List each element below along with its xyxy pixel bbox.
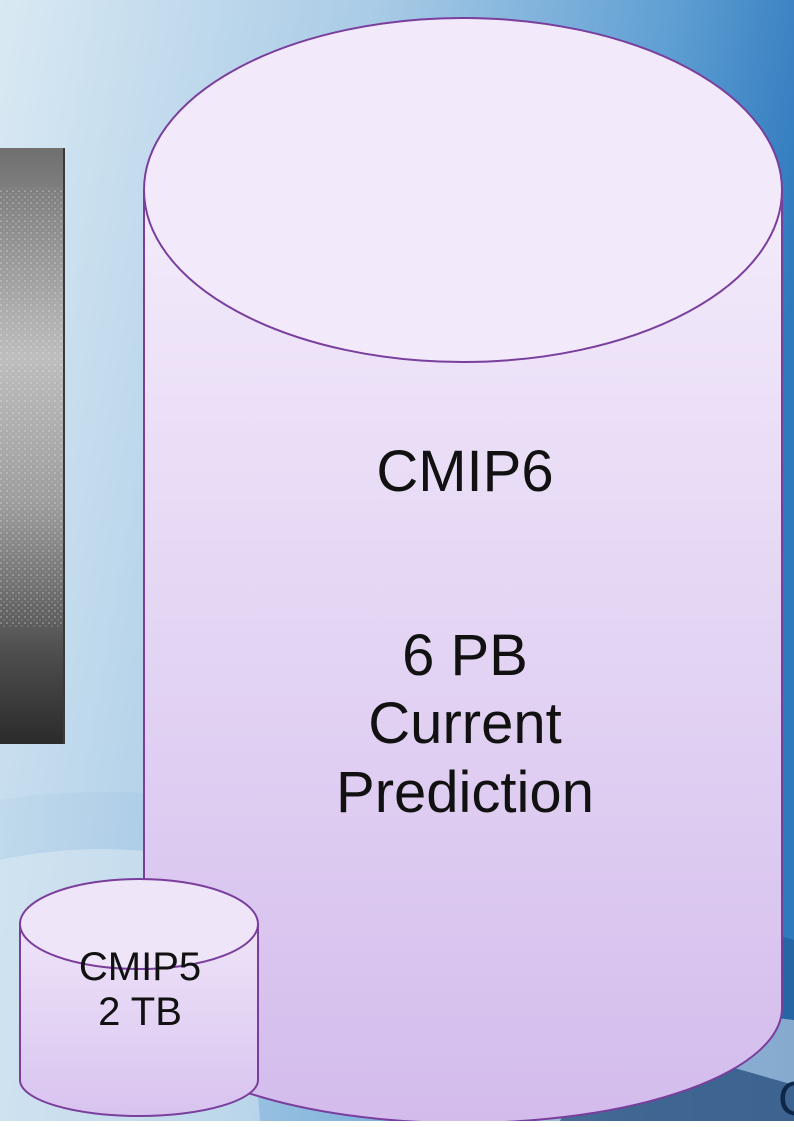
cmip5-size: 2 TB xyxy=(98,989,182,1034)
cmip6-title: CMIP6 xyxy=(376,439,554,504)
ocean-splash-photo xyxy=(0,148,65,744)
cmip6-size-text: 6 PB Current Prediction xyxy=(300,622,630,827)
cmip6-size-qualifier-2: Prediction xyxy=(336,759,594,825)
cmip5-label: CMIP5 2 TB xyxy=(22,945,258,1035)
cropped-text-glyph: C xyxy=(778,1072,794,1127)
cmip5-cylinder xyxy=(19,878,259,1117)
cmip5-title: CMIP5 xyxy=(78,945,202,989)
cmip6-size-value: 6 PB xyxy=(402,623,528,688)
cmip6-size-qualifier-1: Current xyxy=(368,691,562,757)
